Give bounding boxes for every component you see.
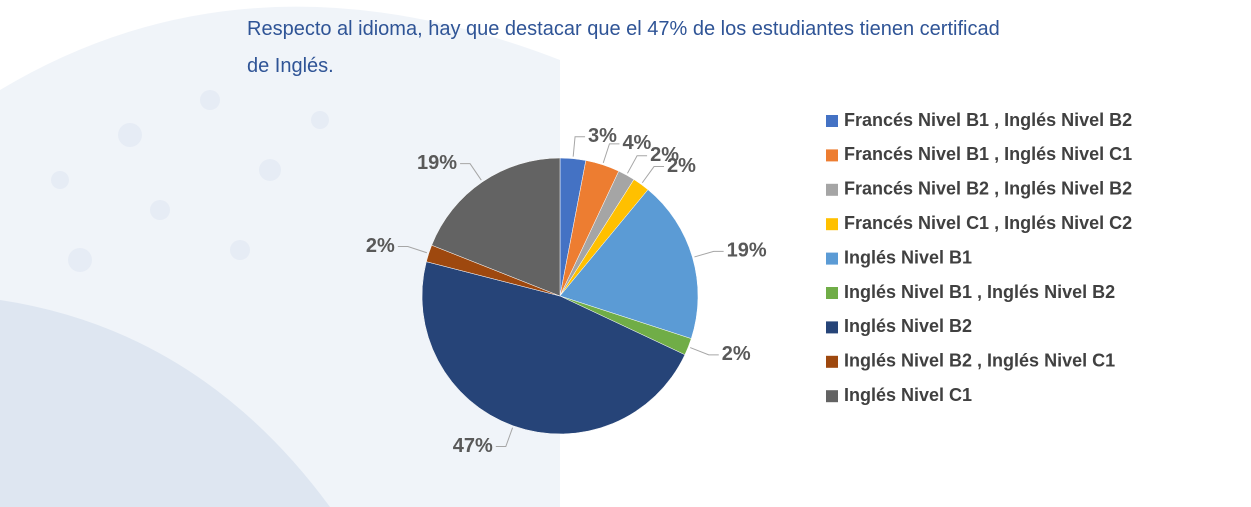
legend-swatch xyxy=(826,287,838,299)
leader-line xyxy=(627,156,647,174)
legend-swatch xyxy=(826,149,838,161)
paragraph-line: de Inglés. xyxy=(247,55,334,77)
legend-swatch xyxy=(826,115,838,127)
legend-swatch xyxy=(826,356,838,368)
legend-label: Inglés Nivel C1 xyxy=(844,385,972,405)
data-label: 4% xyxy=(622,132,651,154)
legend-label: Inglés Nivel B2 , Inglés Nivel C1 xyxy=(844,351,1115,371)
data-label: 19% xyxy=(417,152,457,174)
legend-label: Inglés Nivel B1 xyxy=(844,247,972,267)
legend-swatch xyxy=(826,253,838,265)
legend-label: Francés Nivel C1 , Inglés Nivel C2 xyxy=(844,213,1132,233)
data-label: 2% xyxy=(366,235,395,257)
paragraph-line: Respecto al idioma, hay que destacar que… xyxy=(247,18,1000,40)
legend-swatch xyxy=(826,218,838,230)
data-label: 47% xyxy=(453,435,493,457)
data-label: 2% xyxy=(667,155,696,177)
legend-swatch xyxy=(826,321,838,333)
legend-label: Francés Nivel B1 , Inglés Nivel C1 xyxy=(844,144,1132,164)
legend-label: Inglés Nivel B2 xyxy=(844,316,972,336)
data-label: 19% xyxy=(727,240,767,262)
leader-line xyxy=(694,251,723,257)
page: Respecto al idioma, hay que destacar que… xyxy=(0,0,1251,507)
legend-label: Francés Nivel B1 , Inglés Nivel B2 xyxy=(844,110,1132,130)
leader-line xyxy=(690,348,719,355)
legend-swatch xyxy=(826,390,838,402)
legend-swatch xyxy=(826,184,838,196)
leader-line xyxy=(573,137,585,157)
legend-label: Inglés Nivel B1 , Inglés Nivel B2 xyxy=(844,282,1115,302)
legend-label: Francés Nivel B2 , Inglés Nivel B2 xyxy=(844,179,1132,199)
data-label: 2% xyxy=(722,343,751,365)
leader-line xyxy=(642,167,664,183)
